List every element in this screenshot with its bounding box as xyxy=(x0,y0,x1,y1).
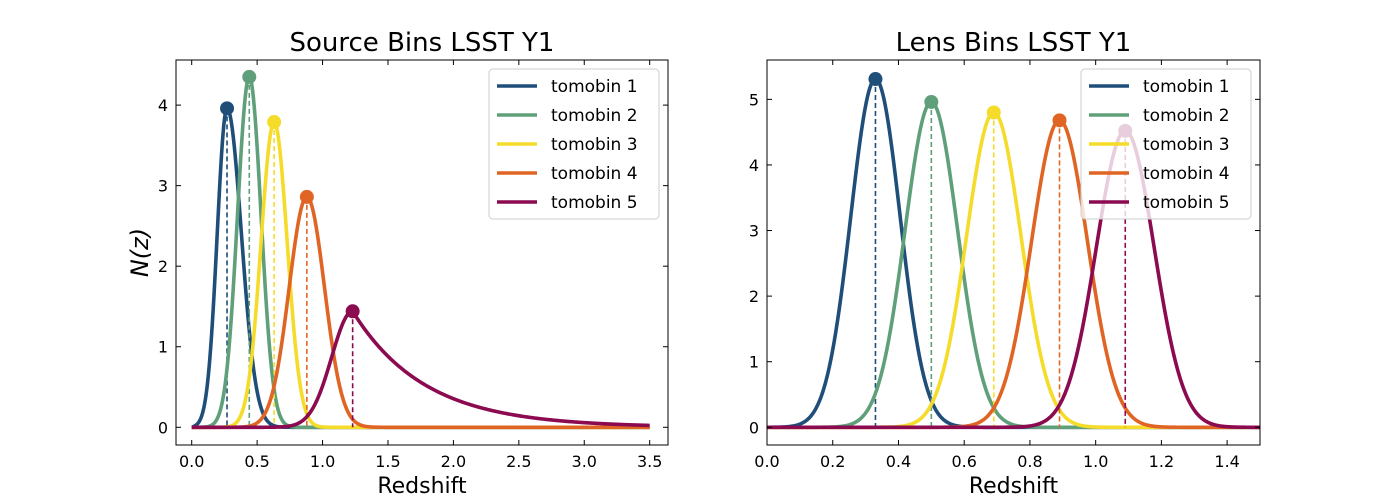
x-tick-label: 0.8 xyxy=(1017,452,1042,471)
series-line-5 xyxy=(190,309,651,430)
axes-frame xyxy=(766,59,1261,446)
peak-point-1 xyxy=(220,101,235,116)
y-tick-label: 3 xyxy=(749,222,759,241)
y-tick-label: 3 xyxy=(158,177,168,196)
x-tick-label: 1.0 xyxy=(1083,452,1108,471)
peak-point-2 xyxy=(924,94,939,109)
peak-point-2 xyxy=(242,69,257,84)
legend-label-5: tomobin 5 xyxy=(1143,193,1230,213)
legend-label-1: tomobin 1 xyxy=(1143,77,1230,97)
legend-label-2: tomobin 2 xyxy=(551,106,638,126)
x-tick-label: 1.0 xyxy=(310,452,335,471)
legend: tomobin 1 tomobin 2 tomobin 3 tomobin 4 tomo… xyxy=(1080,68,1252,220)
y-tick-label: 5 xyxy=(749,90,759,109)
chart-title: Source Bins LSST Y1 xyxy=(290,28,555,58)
x-tick-label: 1.5 xyxy=(375,452,400,471)
plot-area xyxy=(767,72,1260,430)
y-tick-label: 4 xyxy=(749,156,759,175)
y-axis-label: N(z) xyxy=(126,228,154,277)
legend-box xyxy=(1080,68,1252,220)
x-axis-label: Redshift xyxy=(969,474,1059,499)
x-tick-label: 0.4 xyxy=(886,452,911,471)
chart-title: Lens Bins LSST Y1 xyxy=(896,28,1132,58)
plot-area xyxy=(190,69,651,430)
peak-point-4 xyxy=(299,189,314,204)
peak-point-4 xyxy=(1052,113,1067,128)
legend: tomobin 1 tomobin 2 tomobin 3 tomobin 4 tomo… xyxy=(488,68,660,220)
x-tick-label: 0.5 xyxy=(244,452,269,471)
y-tick-label: 4 xyxy=(158,96,168,115)
y-tick-label: 0 xyxy=(749,418,759,437)
peak-point-5 xyxy=(345,304,360,319)
legend-label-4: tomobin 4 xyxy=(551,164,638,184)
y-tick-label: 2 xyxy=(158,257,168,276)
axes-frame xyxy=(175,59,669,446)
peak-point-1 xyxy=(868,72,883,87)
peak-point-3 xyxy=(267,115,282,130)
x-tick-label: 3.0 xyxy=(572,452,597,471)
x-tick-label: 0.0 xyxy=(179,452,204,471)
legend-label-3: tomobin 3 xyxy=(1143,135,1230,155)
x-tick-label: 0.2 xyxy=(820,452,845,471)
x-tick-label: 0.6 xyxy=(951,452,976,471)
series-line-4 xyxy=(190,195,651,430)
y-tick-label: 1 xyxy=(158,338,168,357)
y-tick-label: 0 xyxy=(158,418,168,437)
x-tick-label: 0.0 xyxy=(754,452,779,471)
x-tick-label: 1.4 xyxy=(1214,452,1239,471)
x-tick-label: 1.2 xyxy=(1149,452,1174,471)
series-line-5 xyxy=(767,129,1260,430)
legend-label-4: tomobin 4 xyxy=(1143,164,1230,184)
x-tick-label: 2.0 xyxy=(441,452,466,471)
y-tick-label: 1 xyxy=(749,353,759,372)
legend-label-2: tomobin 2 xyxy=(1143,106,1230,126)
legend-label-3: tomobin 3 xyxy=(551,135,638,155)
x-tick-label: 3.5 xyxy=(637,452,662,471)
peak-point-3 xyxy=(986,105,1001,120)
x-tick-label: 2.5 xyxy=(506,452,531,471)
chart-panel-1: 0.0 0.5 1.0 1.5 2.0 2.5 3.0 3.5 0 1 2 3 4 Source Bins… xyxy=(126,28,669,499)
legend-box xyxy=(488,68,660,220)
x-axis-label: Redshift xyxy=(377,474,467,499)
chart-panel-2: 0.0 0.2 0.4 0.6 0.8 1.0 1.2 1.4 0 1 2 3 4 5 Lens Bins … xyxy=(749,28,1261,499)
legend-label-1: tomobin 1 xyxy=(551,77,638,97)
y-tick-label: 2 xyxy=(749,287,759,306)
legend-label-5: tomobin 5 xyxy=(551,193,638,213)
